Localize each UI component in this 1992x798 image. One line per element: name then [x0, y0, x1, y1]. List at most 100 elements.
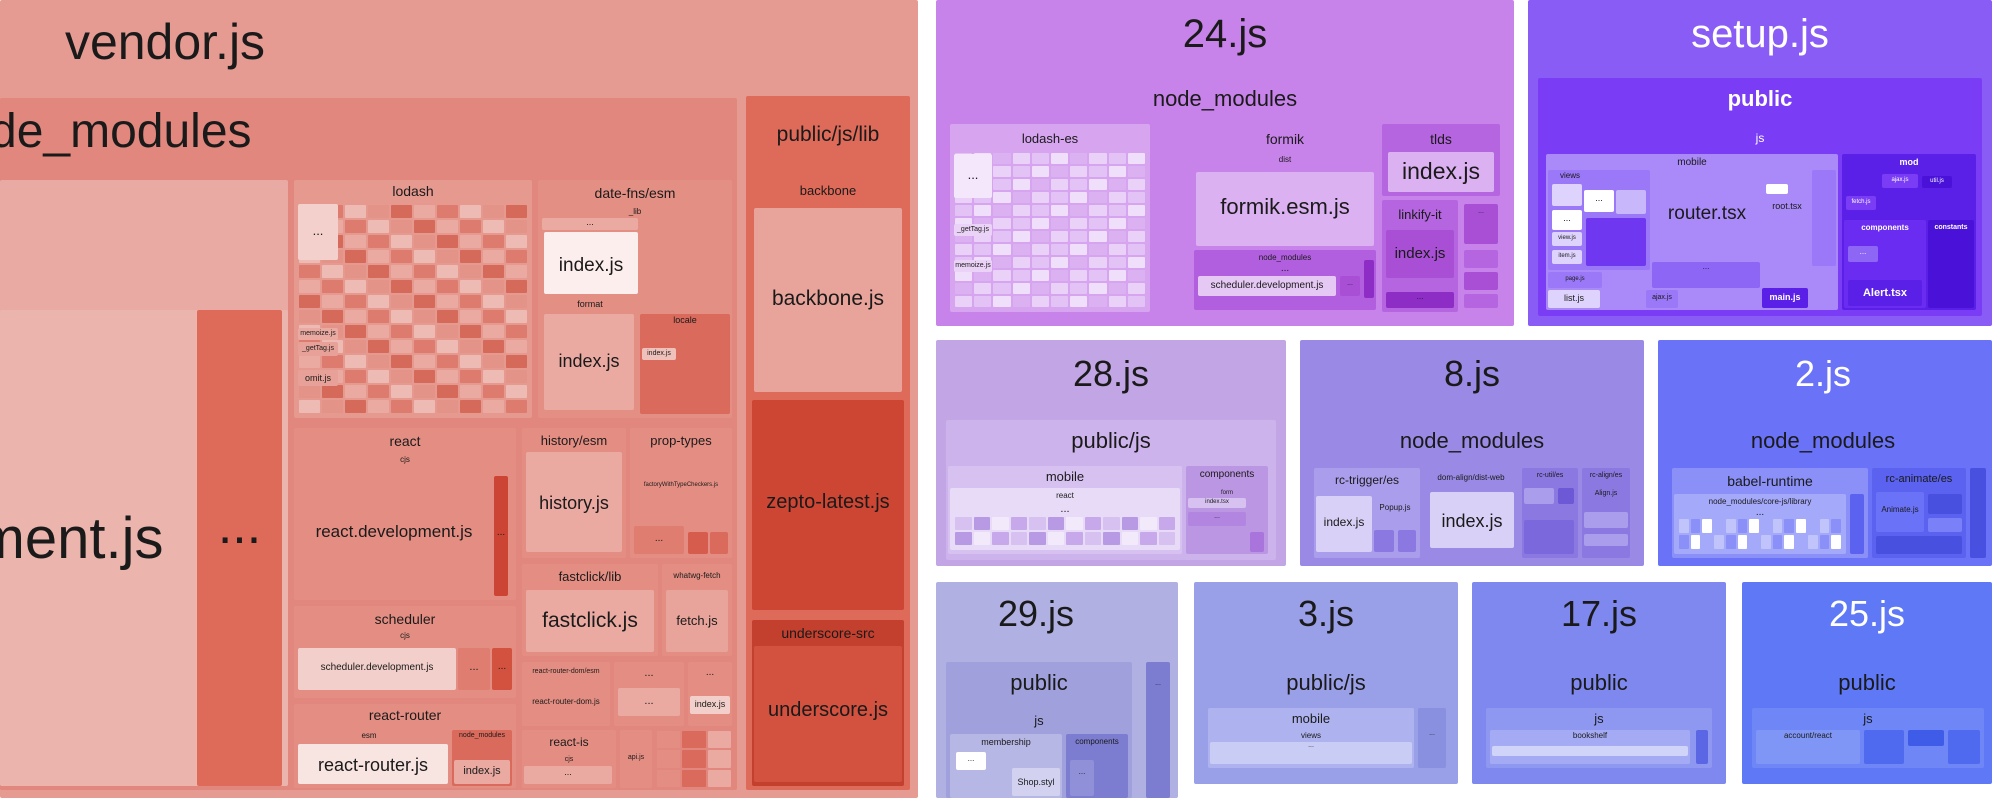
c28-module-cell[interactable]	[1121, 517, 1138, 530]
c8-util-c[interactable]	[1524, 520, 1574, 554]
lodash-module-cell[interactable]	[506, 310, 527, 323]
c2-module-cell[interactable]	[1714, 535, 1724, 549]
lodash-omit[interactable]: omit.js	[298, 370, 338, 386]
lodash-module-cell[interactable]	[345, 310, 366, 323]
lodash-es-module-cell[interactable]	[1051, 257, 1069, 268]
chunk-3[interactable]: 3.js public/js mobile views ... ...	[1194, 582, 1458, 784]
vendor-misc-cell[interactable]	[707, 750, 731, 768]
c2-module-cell[interactable]	[1679, 535, 1689, 549]
ellipsis-block[interactable]: ...	[197, 310, 282, 786]
lodash-module-cell[interactable]	[483, 370, 504, 383]
lodash-es-module-cell[interactable]	[955, 231, 973, 242]
lodash-es-module-cell[interactable]	[1127, 296, 1145, 307]
c29-membership[interactable]: membership ... Shop.styl	[950, 734, 1062, 798]
setup-views[interactable]: views ... ... view.js item.js	[1548, 170, 1650, 270]
lodash-es-module-cell[interactable]	[993, 231, 1011, 242]
c2-animate-c[interactable]	[1876, 536, 1962, 554]
lodash-module-cell[interactable]	[391, 220, 412, 233]
c28-comp-small[interactable]	[1250, 532, 1264, 552]
c2-animate-a[interactable]	[1928, 494, 1962, 514]
c28-module-cell[interactable]	[1047, 532, 1064, 545]
lodash-es-module-cell[interactable]	[1012, 218, 1030, 229]
lodash-module-cell[interactable]	[483, 325, 504, 338]
mod-fetch[interactable]: fetch.js	[1846, 196, 1876, 210]
c28-index[interactable]: index.tsx	[1188, 498, 1246, 508]
lodash-module-cell[interactable]	[414, 310, 435, 323]
lodash-es-module-cell[interactable]	[1108, 218, 1126, 229]
c28-module-cell[interactable]	[1066, 517, 1083, 530]
lodash-es-module-cell[interactable]	[1070, 192, 1088, 203]
components-alert[interactable]: Alert.tsx	[1848, 280, 1922, 306]
vendor-node-modules[interactable]: de_modules ment.js ... lodash ... memoiz…	[0, 98, 737, 790]
lodash-es-module-cell[interactable]	[1089, 179, 1107, 190]
c2-module-cell[interactable]	[1725, 519, 1736, 533]
c2-module-cell[interactable]	[1702, 519, 1713, 533]
lodash-module-cell[interactable]	[437, 265, 458, 278]
c28-module-cell[interactable]	[955, 517, 972, 530]
lodash-module-cell[interactable]	[460, 370, 481, 383]
views-b[interactable]: ...	[1584, 190, 1614, 212]
lodash-es-module-cell[interactable]	[1127, 270, 1145, 281]
c2-module-cell[interactable]	[1807, 519, 1818, 533]
api-block[interactable]: api.js	[620, 730, 652, 788]
lodash-more-block[interactable]: ...	[298, 204, 338, 260]
lodash-es-more[interactable]: ...	[954, 154, 992, 198]
lodash-module-cell[interactable]	[391, 385, 412, 398]
lodash-module-cell[interactable]	[506, 280, 527, 293]
c2-module-cell[interactable]	[1796, 519, 1806, 533]
c2-babel-side[interactable]	[1850, 494, 1864, 554]
c3-views-block[interactable]: ...	[1210, 742, 1412, 764]
mod-util[interactable]: util.js	[1922, 176, 1952, 188]
lodash-module-cell[interactable]	[414, 205, 435, 218]
lodash-es-module-cell[interactable]	[993, 192, 1011, 203]
prop-types-more[interactable]: ...	[634, 526, 684, 554]
prop-types-small2[interactable]	[710, 532, 728, 554]
lodash-es-module-cell[interactable]	[955, 218, 973, 229]
lodash-es-module-cell[interactable]	[993, 270, 1011, 281]
misc-index-block[interactable]: ... index.js	[688, 662, 732, 726]
lodash-es-module-cell[interactable]	[1051, 270, 1069, 281]
lodash-es-module-cell[interactable]	[974, 218, 992, 229]
lodash-es-module-cell[interactable]	[1127, 166, 1145, 177]
react-router-file[interactable]: react-router.js	[298, 744, 448, 784]
lodash-es-module-cell[interactable]	[993, 244, 1011, 255]
lodash-module-cell[interactable]	[437, 295, 458, 308]
lodash-module-cell[interactable]	[345, 295, 366, 308]
lodash-es-module-cell[interactable]	[993, 205, 1011, 216]
fetch-file[interactable]: fetch.js	[666, 590, 728, 652]
c2-module-cell[interactable]	[1690, 519, 1701, 533]
c28-module-cell[interactable]	[1158, 532, 1175, 545]
c2-module-cell[interactable]	[1714, 519, 1724, 533]
lodash-module-cell[interactable]	[506, 385, 527, 398]
lodash-group[interactable]: lodash ... memoize.js _getTag.js omit.js	[294, 180, 532, 418]
lodash-es-module-cell[interactable]	[1089, 296, 1107, 307]
c28-module-cell[interactable]	[1158, 517, 1175, 530]
lodash-es-module-cell[interactable]	[955, 283, 973, 294]
whatwg-group[interactable]: whatwg-fetch fetch.js	[662, 564, 732, 656]
lodash-module-cell[interactable]	[322, 280, 343, 293]
misc-more-inner[interactable]: ...	[618, 688, 680, 716]
c28-module-cell[interactable]	[1084, 532, 1101, 545]
lodash-es-module-cell[interactable]	[993, 257, 1011, 268]
misc-index-file[interactable]: index.js	[690, 696, 730, 714]
lodash-module-cell[interactable]	[506, 355, 527, 368]
right-col-b[interactable]	[1464, 250, 1498, 268]
lodash-es-module-cell[interactable]	[1031, 296, 1049, 307]
c17-bar[interactable]	[1492, 746, 1688, 756]
lodash-module-cell[interactable]	[345, 355, 366, 368]
lodash-es-module-cell[interactable]	[1031, 257, 1049, 268]
scheduler-dev-24[interactable]: scheduler.development.js	[1198, 276, 1336, 296]
c8-rcalign-b[interactable]	[1584, 534, 1628, 546]
lodash-module-cell[interactable]	[414, 385, 435, 398]
lodash-module-cell[interactable]	[460, 265, 481, 278]
c28-module-cell[interactable]	[1010, 517, 1027, 530]
setup-mobile-right[interactable]	[1812, 170, 1836, 266]
backbone-file[interactable]: backbone.js	[754, 208, 902, 392]
formik-file[interactable]: formik.esm.js	[1196, 172, 1374, 246]
lodash-es-module-cell[interactable]	[1012, 231, 1030, 242]
lodash-es-module-cell[interactable]	[1051, 283, 1069, 294]
lodash-es-module-cell[interactable]	[1012, 179, 1030, 190]
react-router-nm-index[interactable]: index.js	[454, 760, 510, 784]
setup-list[interactable]: list.js	[1548, 290, 1600, 308]
c2-module-cell[interactable]	[1690, 535, 1701, 549]
